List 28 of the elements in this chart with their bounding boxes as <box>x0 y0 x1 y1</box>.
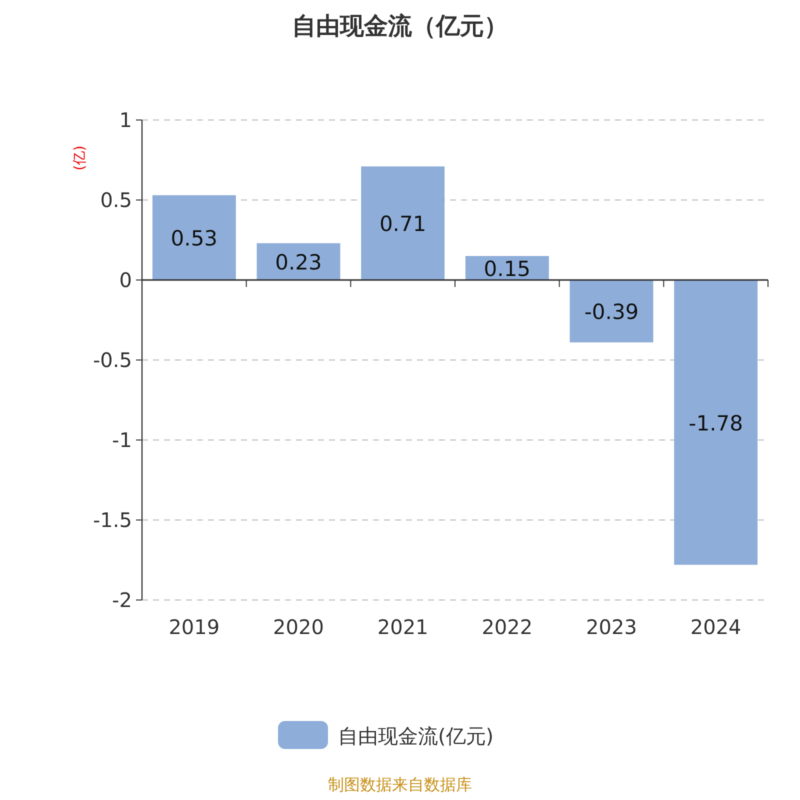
data-label: -1.78 <box>688 411 744 436</box>
y-tick-label: 0 <box>119 268 132 292</box>
bar <box>152 195 236 280</box>
y-tick-label: 1 <box>119 108 132 132</box>
data-label: 0.53 <box>170 226 218 251</box>
x-tick-label: 2019 <box>168 615 220 639</box>
bar <box>256 243 340 280</box>
bar <box>674 280 758 565</box>
bar <box>570 280 654 342</box>
x-tick-label: 2023 <box>586 615 637 639</box>
data-label: 0.71 <box>379 212 426 236</box>
x-tick-label: 2021 <box>377 615 428 639</box>
y-tick-label: -2 <box>112 588 132 612</box>
x-tick-label: 2020 <box>273 615 324 639</box>
legend-label: 自由现金流(亿元) <box>338 724 494 748</box>
x-tick-label: 2022 <box>482 615 533 639</box>
y-tick-label: 0.5 <box>100 188 132 212</box>
data-label: 0.23 <box>275 250 322 275</box>
y-tick-label: -0.5 <box>92 348 132 372</box>
text: 制图数据来自数据库 <box>328 775 472 794</box>
y-tick-label: -1 <box>112 428 132 452</box>
y-axis-title: (亿) <box>72 146 88 170</box>
chart-title: 自由现金流（亿元） <box>292 12 508 40</box>
data-label: 0.15 <box>484 257 531 281</box>
data-label: -0.39 <box>584 300 639 324</box>
y-tick-label: -1.5 <box>92 508 132 532</box>
bar <box>361 166 445 280</box>
x-tick-label: 2024 <box>690 615 742 639</box>
